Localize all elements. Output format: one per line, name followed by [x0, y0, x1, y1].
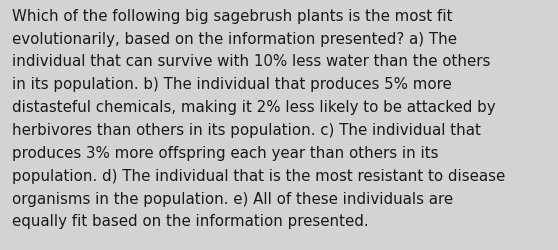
Text: in its population. b) The individual that produces 5% more: in its population. b) The individual tha…	[12, 77, 452, 92]
Text: population. d) The individual that is the most resistant to disease: population. d) The individual that is th…	[12, 168, 506, 183]
Text: produces 3% more offspring each year than others in its: produces 3% more offspring each year tha…	[12, 145, 439, 160]
Text: equally fit based on the information presented.: equally fit based on the information pre…	[12, 214, 369, 228]
Text: individual that can survive with 10% less water than the others: individual that can survive with 10% les…	[12, 54, 490, 69]
Text: Which of the following big sagebrush plants is the most fit: Which of the following big sagebrush pla…	[12, 9, 453, 24]
Text: herbivores than others in its population. c) The individual that: herbivores than others in its population…	[12, 122, 481, 138]
Text: evolutionarily, based on the information presented? a) The: evolutionarily, based on the information…	[12, 32, 457, 46]
Text: organisms in the population. e) All of these individuals are: organisms in the population. e) All of t…	[12, 191, 454, 206]
Text: distasteful chemicals, making it 2% less likely to be attacked by: distasteful chemicals, making it 2% less…	[12, 100, 496, 115]
